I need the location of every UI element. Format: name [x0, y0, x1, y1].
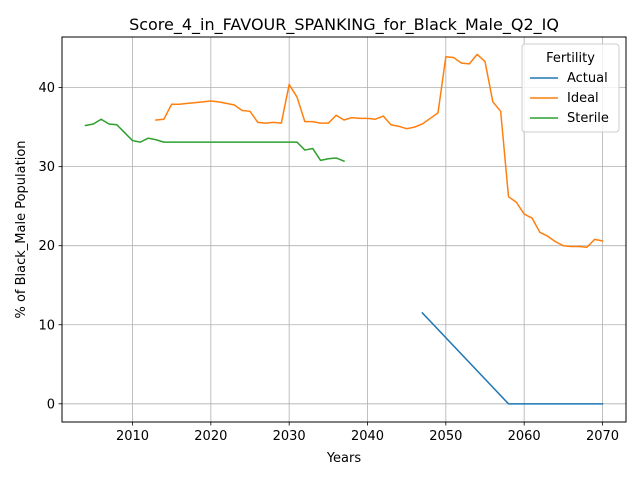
- series-line-sterile: [84, 118, 345, 163]
- x-axis-label: Years: [326, 451, 362, 466]
- legend-box: [521, 43, 620, 133]
- x-tick-label: 2040: [351, 429, 384, 444]
- legend-label-actual: Actual: [567, 71, 608, 86]
- x-tick-label: 2060: [508, 429, 541, 444]
- legend: Fertility Actual Ideal Sterile: [521, 43, 620, 133]
- series-lines: [84, 53, 604, 405]
- x-tick-label: 2050: [429, 429, 462, 444]
- x-tick-label: 2030: [273, 429, 306, 444]
- legend-items: Actual Ideal Sterile: [530, 71, 609, 126]
- y-axis-ticks: 0 10 20 30 40: [38, 81, 62, 412]
- plot-area-frame: [61, 36, 627, 423]
- y-tick-label: 10: [38, 318, 55, 333]
- x-tick-label: 2020: [194, 429, 227, 444]
- x-tick-label: 2010: [116, 429, 149, 444]
- legend-title: Fertility: [546, 51, 595, 66]
- legend-label-sterile: Sterile: [567, 111, 609, 126]
- legend-label-ideal: Ideal: [567, 91, 599, 106]
- y-tick-label: 40: [38, 81, 55, 96]
- y-axis-label: % of Black_Male Population: [14, 140, 29, 318]
- chart-title: Score_4_in_FAVOUR_SPANKING_for_Black_Mal…: [129, 15, 559, 35]
- x-axis-ticks: 2010 2020 2030 2040 2050 2060 2070: [116, 422, 619, 444]
- y-tick-label: 20: [38, 239, 55, 254]
- x-tick-label: 2070: [586, 429, 619, 444]
- y-tick-label: 30: [38, 160, 55, 175]
- grid-lines: [62, 37, 626, 422]
- series-line-ideal: [155, 53, 604, 249]
- y-tick-label: 0: [47, 397, 55, 412]
- series-line-actual: [421, 311, 604, 405]
